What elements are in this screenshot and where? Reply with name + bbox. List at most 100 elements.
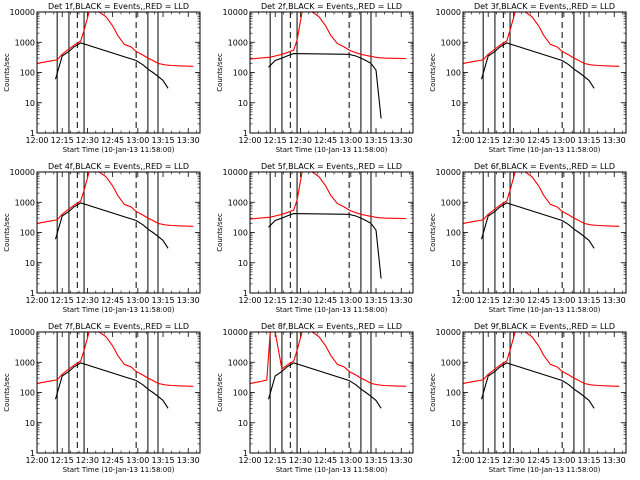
lld-rate-line xyxy=(463,12,620,67)
lld-rate-line xyxy=(463,332,620,387)
x-tick-label: 13:30 xyxy=(177,456,200,465)
x-tick-label: 13:15 xyxy=(364,456,387,465)
x-tick-label: 12:00 xyxy=(451,296,474,305)
chart-panel-2: Det 2f,BLACK = Events,,RED = LLD Counts/s… xyxy=(216,2,414,154)
y-tick-label: 1 xyxy=(30,129,35,138)
x-tick-label: 12:00 xyxy=(25,296,48,305)
y-tick-label: 100 xyxy=(446,229,461,238)
y-tick-label: 10000 xyxy=(10,328,35,337)
y-tick-label: 10 xyxy=(451,259,461,268)
x-tick-label: 12:45 xyxy=(527,296,550,305)
y-tick-label: 10 xyxy=(25,99,35,108)
x-tick-label: 13:00 xyxy=(339,456,362,465)
plot-frame xyxy=(462,331,627,454)
x-tick-label: 12:45 xyxy=(314,296,337,305)
y-tick-label: 1000 xyxy=(15,358,35,367)
x-tick-label: 13:00 xyxy=(126,136,149,145)
x-tick-label: 12:45 xyxy=(101,296,124,305)
x-tick-label: 12:30 xyxy=(502,136,525,145)
x-tick-label: 12:45 xyxy=(314,136,337,145)
x-tick-label: 12:15 xyxy=(477,296,500,305)
y-tick-label: 1 xyxy=(456,289,461,298)
plot-frame xyxy=(249,11,414,134)
y-axis-label: Counts/sec xyxy=(3,53,11,92)
plot-area xyxy=(37,12,194,133)
events-rate-line xyxy=(54,202,169,249)
x-tick-label: 12:15 xyxy=(51,456,74,465)
plot-frame xyxy=(249,331,414,454)
x-tick-label: 12:45 xyxy=(101,136,124,145)
plot-area xyxy=(37,332,194,453)
y-tick-label: 1000 xyxy=(441,358,461,367)
plot-frame xyxy=(249,171,414,294)
y-axis-label: Counts/sec xyxy=(216,53,224,92)
y-axis-label: Counts/sec xyxy=(3,213,11,252)
plot-frame xyxy=(36,11,201,134)
plot-frame xyxy=(462,11,627,134)
x-tick-label: 12:30 xyxy=(76,456,99,465)
chart-panel-1: Det 1f,BLACK = Events,,RED = LLD Counts/s… xyxy=(3,2,201,154)
plot-area xyxy=(463,332,620,453)
x-tick-label: 12:30 xyxy=(502,296,525,305)
x-tick-label: 12:15 xyxy=(477,456,500,465)
y-tick-label: 10 xyxy=(238,259,248,268)
chart-title: Det 7f,BLACK = Events,,RED = LLD xyxy=(48,322,189,331)
y-tick-label: 10000 xyxy=(436,8,461,17)
lld-rate-line xyxy=(250,332,407,387)
x-tick-label: 13:15 xyxy=(577,296,600,305)
x-axis-label: Start Time (10-Jan-13 11:58:00) xyxy=(489,146,601,154)
y-axis-label: Counts/sec xyxy=(429,213,437,252)
y-axis-label: Counts/sec xyxy=(429,53,437,92)
plot-area xyxy=(37,172,194,293)
events-rate-line xyxy=(480,202,595,249)
x-tick-label: 13:30 xyxy=(390,456,413,465)
y-tick-label: 10000 xyxy=(10,8,35,17)
x-tick-label: 13:30 xyxy=(177,296,200,305)
events-rate-line xyxy=(54,362,169,409)
x-tick-label: 13:30 xyxy=(603,456,626,465)
y-tick-label: 10000 xyxy=(223,8,248,17)
events-rate-line xyxy=(268,213,382,279)
x-tick-label: 13:00 xyxy=(126,456,149,465)
lld-rate-line xyxy=(250,172,407,220)
x-tick-label: 13:30 xyxy=(177,136,200,145)
y-tick-label: 1000 xyxy=(228,198,248,207)
x-axis-label: Start Time (10-Jan-13 11:58:00) xyxy=(276,306,388,314)
x-tick-label: 12:30 xyxy=(76,136,99,145)
chart-panel-8: Det 8f,BLACK = Events,,RED = LLD Counts/s… xyxy=(216,322,414,474)
y-tick-label: 10000 xyxy=(223,328,248,337)
x-tick-label: 13:30 xyxy=(603,296,626,305)
y-axis-label: Counts/sec xyxy=(216,213,224,252)
x-tick-label: 13:30 xyxy=(390,296,413,305)
chart-panel-7: Det 7f,BLACK = Events,,RED = LLD Counts/s… xyxy=(3,322,201,474)
y-tick-label: 10 xyxy=(25,259,35,268)
y-tick-label: 10000 xyxy=(436,168,461,177)
y-tick-label: 1000 xyxy=(441,198,461,207)
events-rate-line xyxy=(268,53,382,119)
plot-frame xyxy=(36,171,201,294)
y-tick-label: 1000 xyxy=(441,38,461,47)
x-axis-label: Start Time (10-Jan-13 11:58:00) xyxy=(489,306,601,314)
y-tick-label: 1 xyxy=(30,289,35,298)
y-tick-label: 1 xyxy=(243,129,248,138)
chart-title: Det 8f,BLACK = Events,,RED = LLD xyxy=(261,322,402,331)
lld-rate-line xyxy=(37,12,194,67)
y-axis-label: Counts/sec xyxy=(429,373,437,412)
x-tick-label: 13:00 xyxy=(552,456,575,465)
y-tick-label: 1000 xyxy=(228,358,248,367)
y-tick-label: 10 xyxy=(25,419,35,428)
x-tick-label: 13:15 xyxy=(151,456,174,465)
x-tick-label: 13:30 xyxy=(603,136,626,145)
x-tick-label: 12:00 xyxy=(238,136,261,145)
x-axis-label: Start Time (10-Jan-13 11:58:00) xyxy=(489,466,601,474)
x-tick-label: 12:45 xyxy=(527,456,550,465)
y-tick-label: 1 xyxy=(243,449,248,458)
plot-area xyxy=(250,172,407,293)
plot-area xyxy=(250,12,407,133)
y-tick-label: 10 xyxy=(238,419,248,428)
y-tick-label: 1000 xyxy=(15,198,35,207)
y-tick-label: 1000 xyxy=(228,38,248,47)
x-tick-label: 12:15 xyxy=(264,296,287,305)
y-tick-label: 1 xyxy=(243,289,248,298)
y-tick-label: 10 xyxy=(238,99,248,108)
